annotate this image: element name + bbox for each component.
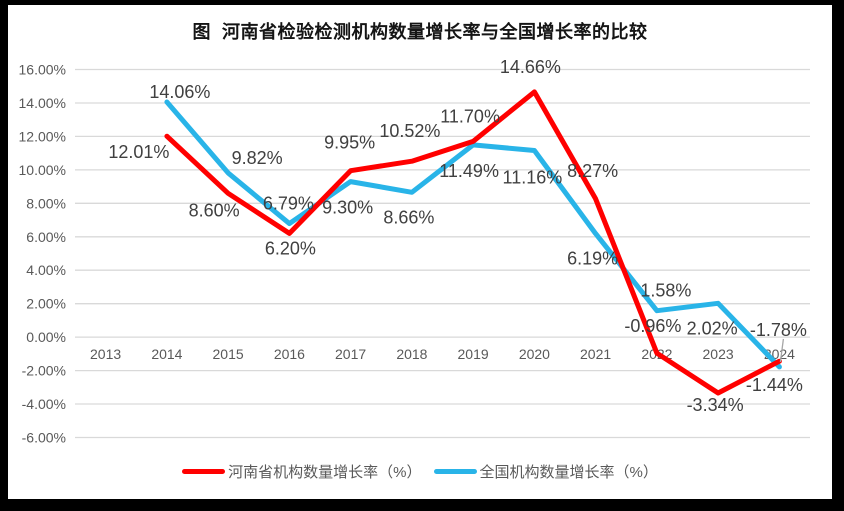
x-axis-tick-label: 2017 xyxy=(335,346,366,362)
data-label: 11.70% xyxy=(440,106,500,126)
y-axis-tick-label: 14.00% xyxy=(19,95,66,111)
y-axis-tick-label: 4.00% xyxy=(26,262,66,278)
series-line-national xyxy=(164,99,782,370)
data-label: 8.27% xyxy=(567,161,618,181)
data-label: 6.19% xyxy=(567,249,618,269)
chart-legend: 河南省机构数量增长率（%） 全国机构数量增长率（%） xyxy=(8,458,832,484)
data-label: 14.06% xyxy=(149,82,210,102)
data-label: 11.49% xyxy=(439,161,499,181)
data-label: 1.58% xyxy=(640,281,691,301)
y-axis-tick-label: 6.00% xyxy=(26,229,66,245)
x-axis-tick-label: 2015 xyxy=(213,346,244,362)
data-label: 9.95% xyxy=(324,133,375,153)
x-axis-tick-label: 2013 xyxy=(90,346,121,362)
y-axis-tick-label: 16.00% xyxy=(19,62,66,78)
x-axis-tick-label: 2018 xyxy=(396,346,427,362)
x-axis-tick-label: 2023 xyxy=(703,346,734,362)
data-label: 10.52% xyxy=(379,121,440,141)
data-label: 8.60% xyxy=(189,200,240,220)
chart-card: 图 河南省检验检测机构数量增长率与全国增长率的比较 16.00% 14.00% 12… xyxy=(8,5,832,499)
data-label: 8.66% xyxy=(383,207,434,227)
x-axis-tick-label: 2014 xyxy=(151,346,182,362)
legend-item-national: 全国机构数量增长率（%） xyxy=(433,461,658,482)
y-axis-tick-label: 2.00% xyxy=(26,296,66,312)
y-axis-tick-label: 12.00% xyxy=(19,128,66,144)
legend-item-henan: 河南省机构数量增长率（%） xyxy=(182,461,422,482)
x-axis-tick-label: 2021 xyxy=(580,346,611,362)
legend-line-mark-red xyxy=(182,468,226,474)
legend-label-national: 全国机构数量增长率（%） xyxy=(479,463,658,481)
data-label: -1.78% xyxy=(750,320,807,340)
legend-line-mark-blue xyxy=(433,468,477,474)
y-axis-tick-label: -2.00% xyxy=(22,363,66,379)
data-label: 6.79% xyxy=(263,194,314,214)
x-axis-tick-label: 2020 xyxy=(519,346,550,362)
data-label: -0.96% xyxy=(624,316,681,336)
y-axis-tick-label: 0.00% xyxy=(26,329,66,345)
x-axis-tick-label: 2019 xyxy=(458,346,489,362)
chart-title: 图 河南省检验检测机构数量增长率与全国增长率的比较 xyxy=(192,22,648,42)
legend-label-henan: 河南省机构数量增长率（%） xyxy=(228,463,422,481)
series-line-henan xyxy=(164,89,782,396)
y-axis-tick-label: 8.00% xyxy=(26,195,66,211)
data-label: 9.82% xyxy=(232,148,283,168)
data-label: -3.34% xyxy=(687,395,744,415)
y-axis-tick-label: -4.00% xyxy=(22,396,66,412)
data-label-leader-line xyxy=(779,338,785,362)
data-label: 6.20% xyxy=(265,238,316,258)
y-axis-tick-label: -6.00% xyxy=(22,430,66,446)
line-chart: 16.00% 14.00% 12.00% 10.00% 8.00% 6.00% 4.00% 2… xyxy=(19,57,810,446)
x-axis-tick-label: 2016 xyxy=(274,346,305,362)
data-label: 12.01% xyxy=(108,142,169,162)
data-label: 9.30% xyxy=(322,198,373,218)
y-axis-tick-label: 10.00% xyxy=(19,162,66,178)
data-label: 2.02% xyxy=(687,318,738,338)
data-label: 11.16% xyxy=(503,168,563,188)
data-label: -1.44% xyxy=(746,375,803,395)
data-label: 14.66% xyxy=(500,57,561,77)
